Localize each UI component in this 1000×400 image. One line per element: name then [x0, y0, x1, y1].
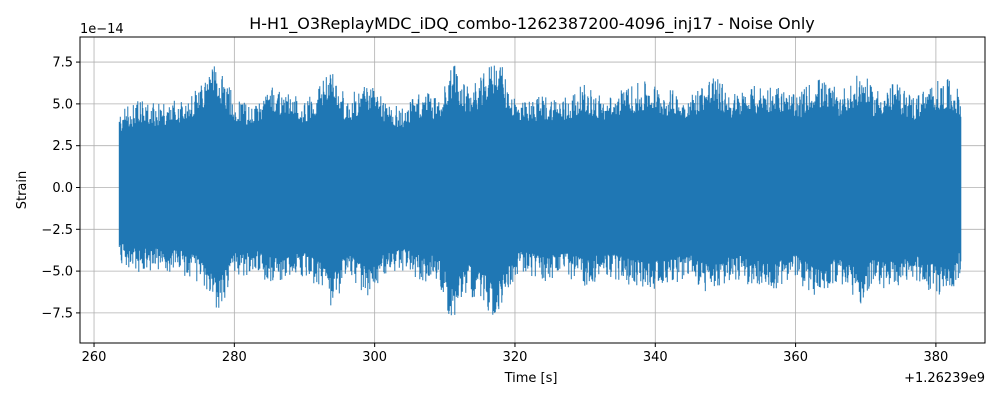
- y-scale-label: 1e−14: [80, 22, 124, 37]
- x-tick-label: 280: [222, 350, 247, 365]
- y-axis-label: Strain: [15, 171, 30, 210]
- y-tick-label: 0.0: [52, 181, 73, 196]
- y-tick-label: −5.0: [41, 265, 73, 280]
- chart-title: H-H1_O3ReplayMDC_iDQ_combo-1262387200-40…: [249, 14, 815, 34]
- strain-series-line: [118, 65, 962, 316]
- series-layer: [118, 65, 962, 316]
- x-tick-label: 260: [82, 350, 107, 365]
- x-axis-label: Time [s]: [504, 371, 558, 386]
- x-tick-label: 320: [503, 350, 528, 365]
- ticks: 260 280 300 320 340 360 380 −7.5 −5.0 −2.5 0.0 2.5 5…: [41, 56, 948, 365]
- x-tick-label: 340: [643, 350, 668, 365]
- y-tick-label: 2.5: [52, 139, 73, 154]
- x-tick-label: 300: [362, 350, 387, 365]
- y-tick-label: 7.5: [52, 56, 73, 71]
- x-tick-label: 380: [923, 350, 948, 365]
- y-tick-label: 5.0: [52, 97, 73, 112]
- x-tick-label: 360: [783, 350, 808, 365]
- y-tick-label: −7.5: [41, 306, 73, 321]
- x-offset-label: +1.26239e9: [904, 371, 985, 386]
- y-tick-label: −2.5: [41, 223, 73, 238]
- plot-frame: [79, 36, 986, 344]
